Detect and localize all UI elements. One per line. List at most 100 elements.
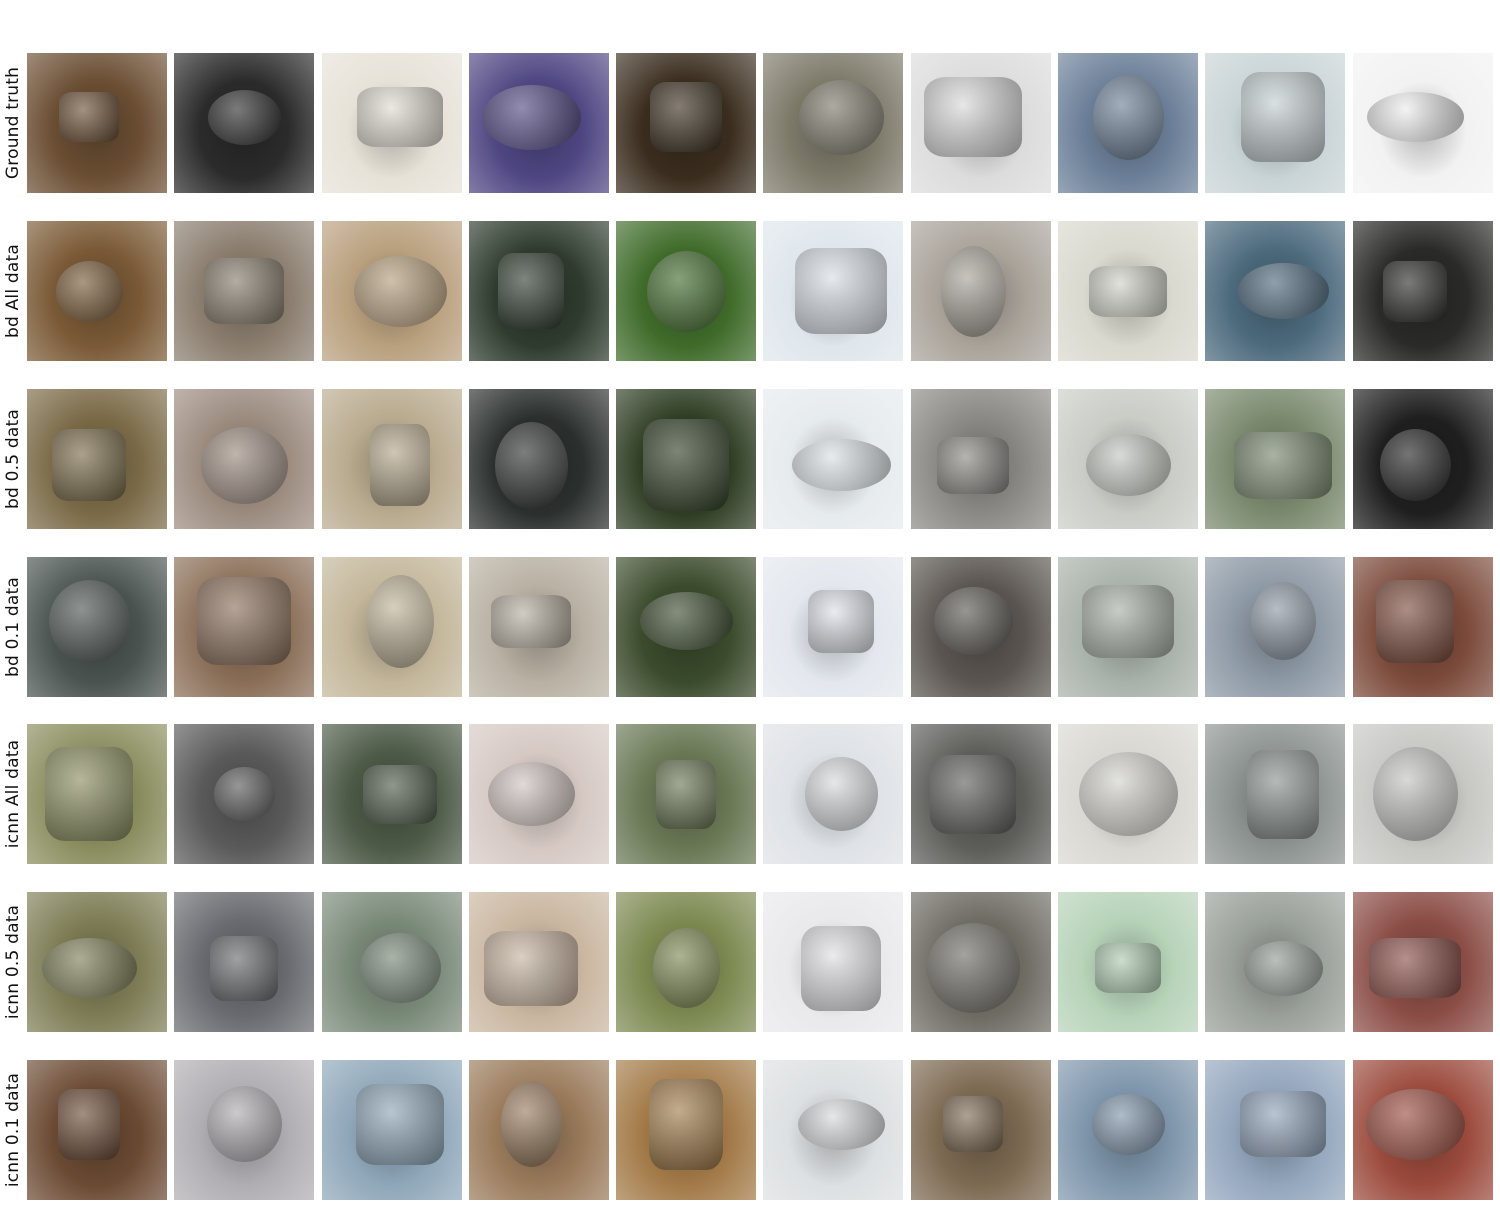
row-label: icnn 0.5 data bbox=[0, 892, 26, 1032]
image-subject bbox=[210, 935, 278, 1001]
image-tile bbox=[911, 557, 1051, 697]
image-tile bbox=[616, 389, 756, 529]
image-tile bbox=[1353, 53, 1493, 193]
image-subject bbox=[639, 592, 733, 650]
image-tile bbox=[469, 53, 609, 193]
image-subject bbox=[370, 424, 430, 506]
image-subject bbox=[58, 1088, 120, 1160]
image-subject bbox=[652, 928, 720, 1008]
image-tile bbox=[763, 221, 903, 361]
image-tile bbox=[1058, 53, 1198, 193]
image-subject bbox=[795, 248, 887, 334]
row-label-text: bd 0.1 data bbox=[3, 577, 24, 677]
image-tile bbox=[763, 724, 903, 864]
image-tile bbox=[174, 1060, 314, 1200]
image-subject bbox=[200, 426, 288, 504]
image-tile bbox=[911, 389, 1051, 529]
image-subject bbox=[359, 933, 441, 1003]
image-subject bbox=[933, 587, 1013, 655]
image-tile bbox=[1353, 557, 1493, 697]
image-tile bbox=[763, 1060, 903, 1200]
image-subject bbox=[55, 260, 123, 322]
image-tile bbox=[616, 53, 756, 193]
image-subject bbox=[649, 1078, 723, 1170]
image-tile bbox=[469, 724, 609, 864]
image-tile bbox=[616, 724, 756, 864]
image-tile bbox=[322, 389, 462, 529]
image-subject bbox=[500, 1081, 562, 1167]
image-tile bbox=[911, 892, 1051, 1032]
image-tile bbox=[1205, 389, 1345, 529]
image-tile bbox=[27, 892, 167, 1032]
image-tile bbox=[322, 53, 462, 193]
image-tile bbox=[1205, 53, 1345, 193]
image-tile bbox=[911, 53, 1051, 193]
image-tile bbox=[27, 53, 167, 193]
image-subject bbox=[1241, 72, 1325, 162]
image-tile bbox=[469, 389, 609, 529]
image-tile bbox=[174, 53, 314, 193]
image-subject bbox=[1247, 749, 1319, 839]
image-tile bbox=[1058, 724, 1198, 864]
image-subject bbox=[1376, 579, 1454, 663]
image-subject bbox=[491, 594, 571, 648]
image-tile bbox=[1353, 221, 1493, 361]
image-tile bbox=[1058, 892, 1198, 1032]
image-subject bbox=[41, 938, 137, 998]
image-subject bbox=[45, 747, 133, 841]
image-tile bbox=[174, 724, 314, 864]
image-subject bbox=[1369, 938, 1461, 998]
image-tile bbox=[1058, 389, 1198, 529]
image-tile bbox=[763, 892, 903, 1032]
image-subject bbox=[206, 1086, 282, 1162]
image-subject bbox=[943, 1096, 1003, 1152]
row-label-text: icnn 0.5 data bbox=[3, 904, 24, 1020]
image-subject bbox=[487, 762, 575, 826]
image-tile bbox=[174, 557, 314, 697]
image-tile bbox=[27, 221, 167, 361]
image-tile bbox=[1205, 557, 1345, 697]
image-subject bbox=[494, 421, 568, 509]
row-label: Ground truth bbox=[0, 53, 26, 193]
image-tile bbox=[616, 221, 756, 361]
image-tile bbox=[174, 389, 314, 529]
image-subject bbox=[366, 574, 434, 668]
image-tile bbox=[27, 724, 167, 864]
image-subject bbox=[1383, 260, 1447, 322]
image-tile bbox=[27, 1060, 167, 1200]
image-subject bbox=[363, 764, 437, 824]
image-tile bbox=[1205, 1060, 1345, 1200]
row-label-text: icnn All data bbox=[3, 739, 23, 849]
image-tile bbox=[1058, 1060, 1198, 1200]
image-tile bbox=[1205, 221, 1345, 361]
image-tile bbox=[322, 221, 462, 361]
image-subject bbox=[207, 89, 281, 145]
image-subject bbox=[1234, 431, 1332, 499]
row-label-text: Ground truth bbox=[3, 66, 24, 180]
image-subject bbox=[808, 589, 874, 653]
image-tile bbox=[322, 724, 462, 864]
row-label: bd 0.5 data bbox=[0, 389, 26, 529]
image-tile bbox=[1353, 389, 1493, 529]
row-label: icnn All data bbox=[0, 724, 26, 864]
image-subject bbox=[1237, 263, 1329, 319]
image-tile bbox=[763, 53, 903, 193]
image-subject bbox=[353, 255, 447, 327]
image-subject bbox=[1379, 429, 1451, 501]
image-subject bbox=[650, 82, 722, 152]
image-subject bbox=[1091, 1093, 1165, 1155]
image-tile bbox=[27, 557, 167, 697]
image-tile bbox=[469, 1060, 609, 1200]
image-subject bbox=[1240, 1091, 1326, 1157]
image-tile bbox=[763, 557, 903, 697]
image-subject bbox=[930, 754, 1016, 834]
image-subject bbox=[59, 92, 119, 142]
image-tile bbox=[1353, 724, 1493, 864]
image-tile bbox=[469, 892, 609, 1032]
image-subject bbox=[1250, 582, 1316, 660]
image-subject bbox=[481, 84, 581, 150]
image-subject bbox=[48, 579, 130, 663]
image-subject bbox=[1366, 92, 1464, 142]
image-tile bbox=[1058, 557, 1198, 697]
